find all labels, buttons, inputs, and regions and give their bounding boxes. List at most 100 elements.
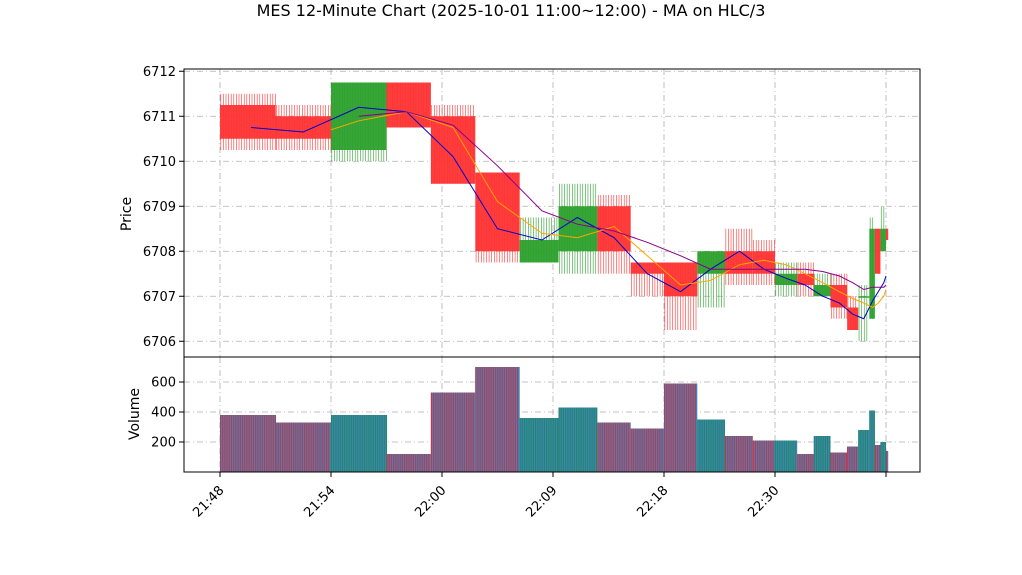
candle [697,251,726,308]
volume-tick-label: 600 [151,376,176,391]
moving-average-line [330,111,887,309]
candle [874,228,881,274]
moving-average-line [358,111,887,291]
candle-body [430,116,476,184]
candle-body [886,228,889,240]
price-tick-label: 6706 [143,335,176,350]
candle [220,93,276,150]
volume-bar-fill [847,446,859,472]
candle-body [797,273,814,285]
volume-bar-fill [813,436,831,472]
moving-average-line [251,106,887,320]
price-tick-label: 6711 [143,110,176,125]
candle-body [331,82,387,150]
volume-bar [330,415,388,472]
candle-body [775,273,798,285]
volume-axes-frame [183,356,921,473]
candle-body [874,228,881,274]
volume-bars [219,367,889,472]
candle-body [697,251,726,274]
x-tick-label: 21:54 [301,483,338,520]
volume-bar [519,418,559,472]
volume-bar-fill [664,383,698,472]
volume-bar [475,367,520,472]
candle [558,183,598,274]
volume-bar [597,422,631,472]
x-tick-label: 22:09 [523,483,560,520]
volume-tick-label: 400 [151,406,176,421]
price-panel: 6706 6707 6708 6709 6710 6711 6712 Price [119,65,921,358]
volume-y-label: Volume [127,388,143,440]
price-tick-label: 6710 [143,155,176,170]
candle-body [558,206,598,252]
volume-tick-label: 200 [151,436,176,451]
candle [886,228,889,240]
candle-body [725,251,753,274]
volume-bar-fill [630,428,664,472]
candle-body [813,285,831,297]
x-tick-label: 22:30 [745,483,782,520]
price-tick-label: 6707 [143,290,176,305]
price-tick-label: 6709 [143,200,176,215]
volume-panel: 200 400 600 Volume [127,356,921,473]
volume-bar [275,422,331,472]
x-tick-label: 21:48 [190,483,227,520]
candle [597,195,631,274]
volume-bar [874,445,881,472]
moving-average-lines [251,106,887,320]
volume-y-ticks: 200 400 600 [151,376,184,451]
candle [664,262,698,330]
candle [880,206,886,252]
candle [775,262,798,297]
candle [430,105,476,184]
x-tick-label: 22:18 [634,483,671,520]
price-candles [220,82,889,342]
volume-bar-fill [830,452,848,472]
volume-bar [430,392,476,472]
volume-bar [869,410,875,472]
candle [386,82,431,128]
volume-bar [774,440,798,472]
price-gridlines [184,69,920,357]
candle-body [386,82,431,128]
price-tick-label: 6712 [143,65,176,80]
volume-bar [830,452,848,472]
candle-body [752,251,775,274]
price-y-ticks: 6706 6707 6708 6709 6710 6711 6712 [143,65,184,350]
volume-bar [630,428,664,472]
price-tick-label: 6708 [143,245,176,260]
volume-bar-fill [858,430,870,472]
candle-body [830,285,848,308]
candle-body [858,296,870,298]
candle-body [519,240,559,263]
candle [830,273,848,319]
candle [630,262,664,297]
candle [725,228,753,285]
candle [847,296,859,330]
price-y-label: Price [119,197,135,231]
candle [869,217,875,319]
candle [813,273,831,297]
candle [519,217,559,263]
chart-title: MES 12-Minute Chart (2025-10-01 11:00~12… [257,1,766,20]
volume-bar [219,415,277,472]
candle [331,82,387,162]
x-axis-ticks: 21:48 21:54 22:00 22:09 22:18 22:30 [190,472,887,520]
volume-bar [697,419,726,472]
volume-bar-fill [558,407,598,472]
volume-bar-fill [797,454,814,472]
candle [275,105,332,150]
volume-bar-fill [597,422,631,472]
candle-body [275,116,331,139]
volume-bar-fill [519,418,559,472]
candle [752,240,775,285]
candle-body [869,228,875,319]
volume-bar [558,407,598,472]
candle-body [630,262,664,274]
candle-body [220,105,276,139]
volume-bar [724,436,753,472]
candle [797,262,814,297]
volume-bar [797,454,814,472]
volume-bar [752,440,775,472]
